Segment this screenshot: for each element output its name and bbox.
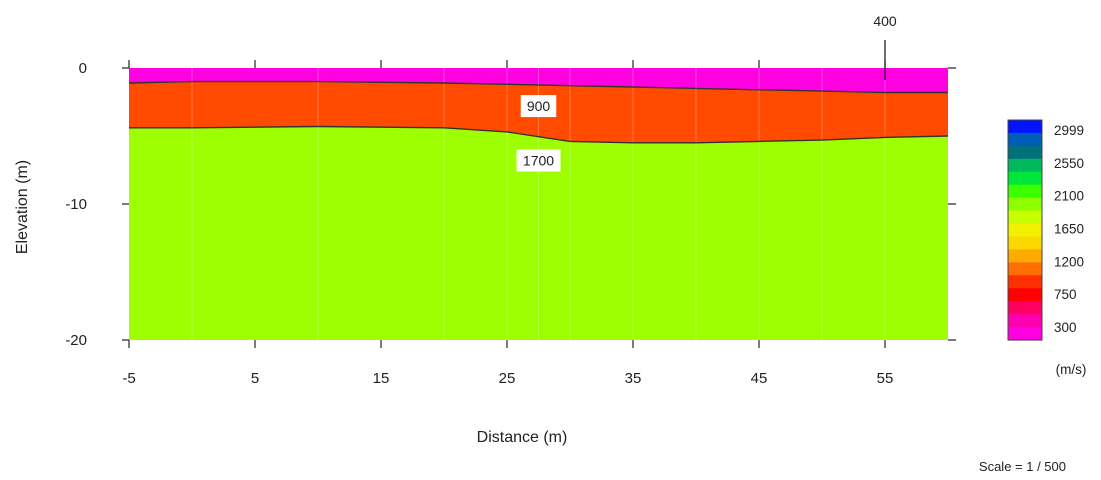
colorbar-segment: [1008, 120, 1042, 134]
colorbar-frame: [1007, 119, 1043, 341]
colorbar-segment: [1008, 132, 1042, 147]
colorbar-label: 300: [1054, 320, 1077, 335]
layer-boundary-2: [129, 125, 949, 144]
scale-note: Scale = 1 / 500: [979, 459, 1066, 474]
x-tick-label: -5: [122, 370, 135, 387]
colorbar-segment: [1008, 262, 1042, 276]
colorbar-segment: [1008, 314, 1042, 328]
colorbar-label: 750: [1054, 287, 1077, 302]
layer-labels: 400 900 1700: [516, 13, 897, 172]
x-tick-label: 25: [499, 370, 516, 387]
axes: -5 5 15 25 35 45 55 0 -10 -20: [65, 60, 956, 387]
velocity-layer-400: [129, 68, 948, 93]
colorbar-segment: [1008, 197, 1042, 212]
colorbar-segment: [1008, 327, 1042, 341]
layer-label-1700: 1700: [523, 152, 554, 168]
y-axis-title: Elevation (m): [14, 160, 31, 254]
colorbar-label: 2100: [1054, 189, 1084, 204]
colorbar-label: 1200: [1054, 254, 1084, 269]
colorbar-segment: [1008, 184, 1042, 199]
colorbar-label: 2550: [1054, 156, 1084, 171]
layer-label-box: [520, 95, 557, 118]
layer-label-900: 900: [527, 98, 551, 114]
colorbar-segment: [1008, 275, 1042, 289]
plot-area: [128, 68, 949, 340]
x-tick-label: 5: [251, 370, 259, 387]
x-tick-label: 55: [877, 370, 894, 387]
y-tick-label: -20: [65, 332, 87, 349]
colorbar-segment: [1008, 171, 1042, 186]
layer-label-400: 400: [873, 13, 897, 29]
colorbar-segment: [1008, 223, 1042, 238]
colorbar-segment: [1008, 236, 1042, 251]
x-tick-label: 35: [625, 370, 642, 387]
colorbar-segment: [1008, 301, 1042, 315]
colorbar-label: 2999: [1054, 123, 1084, 138]
colorbar-segment: [1008, 288, 1042, 302]
colorbar-unit: (m/s): [1056, 362, 1087, 377]
colorbar-segment: [1008, 249, 1042, 263]
velocity-layer-1700: [129, 126, 948, 340]
layer-label-box: [516, 149, 561, 172]
x-tick-label: 15: [373, 370, 390, 387]
layer-boundary-1: [128, 80, 948, 94]
x-tick-label: 45: [751, 370, 768, 387]
y-tick-label: 0: [79, 60, 87, 77]
velocity-colorbar: 2999 2550 2100 1650 1200 750 300: [1007, 119, 1084, 341]
colorbar-label: 1650: [1054, 222, 1084, 237]
y-tick-label: -10: [65, 196, 87, 213]
colorbar-segment: [1008, 158, 1042, 173]
colorbar-segment: [1008, 210, 1042, 225]
colorbar-segment: [1008, 145, 1042, 160]
x-axis-title: Distance (m): [477, 429, 568, 446]
